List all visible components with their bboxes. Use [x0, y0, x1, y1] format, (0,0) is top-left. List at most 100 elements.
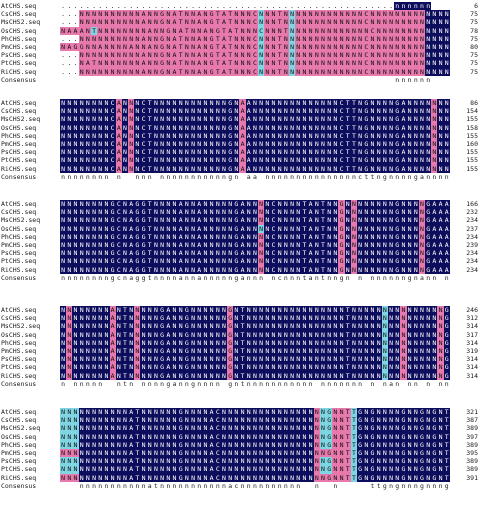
residue-cell: G [338, 257, 345, 266]
consensus-cell: n [172, 273, 177, 282]
sequence-name[interactable]: PmCHS.seq [1, 140, 37, 148]
residue-cell: G [326, 440, 333, 449]
sequence-name[interactable]: PtCHS.seq [1, 59, 37, 68]
sequence-name[interactable]: PtCHS.seq [1, 465, 37, 474]
sequence-name[interactable]: AtCHS.seq [1, 200, 37, 208]
sequence-name[interactable]: PmCHS.seq [1, 449, 37, 457]
residue-cell: N [307, 416, 314, 425]
sequence-name[interactable]: AtCHS.seq [1, 2, 37, 10]
sequence-name[interactable]: RiCHS.seq [1, 371, 37, 380]
residue-cell: N [301, 432, 308, 441]
consensus-cell: n [98, 481, 103, 490]
residue-cell: N [220, 416, 228, 425]
residue-cell: N [270, 473, 277, 482]
residue-cell: N [264, 224, 271, 233]
residue-cell: N [387, 67, 395, 76]
sequence-name[interactable]: OsCHS.seq [1, 330, 37, 339]
residue-cell: N [350, 10, 357, 19]
sequence-name[interactable]: OsCHS.seq [1, 224, 37, 233]
consensus-cell: n [401, 481, 406, 490]
sequence-name[interactable]: CsCHS.seq [1, 107, 37, 116]
consensus-cell: g [135, 273, 140, 282]
sequence-name[interactable]: PtCHS.seq [1, 257, 37, 266]
residue-cell: N [412, 216, 419, 225]
sequence-name[interactable]: CsCHS.seq [1, 10, 37, 19]
residue-cell: N [251, 330, 258, 339]
sequence-name[interactable]: PhCHS.seq [1, 440, 37, 449]
sequence-row: MsCHS2.seq N N N N N N N N N N N A T N N N N N N G N N N N A C N N N N… [0, 424, 480, 433]
sequence-name[interactable]: PhCHS.seq [1, 338, 37, 347]
residue-cell: N [109, 432, 116, 441]
sequence-name[interactable]: PsCHS.seq [1, 457, 37, 466]
residue-cell: N [258, 115, 265, 124]
sequence-name[interactable]: AtCHS.seq [1, 408, 37, 416]
sequence-name[interactable]: PhCHS.seq [1, 232, 37, 241]
residue-cell: N [363, 457, 370, 466]
sequence-name[interactable]: CsCHS.seq [1, 416, 37, 425]
sequence-name[interactable]: MsCHS2.seq [1, 18, 41, 27]
residue-cell: N [78, 249, 85, 258]
residue-cell: N [109, 10, 116, 19]
residue-cell: N [90, 115, 98, 124]
residue-cell: N [307, 148, 314, 157]
residue-cell: . [73, 2, 78, 10]
sequence-name[interactable]: RiCHS.seq [1, 473, 37, 482]
sequence-name[interactable]: CsCHS.seq [1, 208, 37, 217]
residue-cell: T [227, 18, 234, 27]
residue-cell: A [431, 208, 438, 217]
residue-cell: N [196, 449, 203, 458]
sequence-name[interactable]: PsCHS.seq [1, 51, 37, 60]
sequence-name[interactable]: PhCHS.seq [1, 131, 37, 140]
residue-cell: N [406, 432, 413, 441]
sequence-name[interactable]: PmCHS.seq [1, 347, 37, 355]
residue-cell: N [369, 257, 376, 266]
sequence-name[interactable]: PsCHS.seq [1, 355, 37, 364]
residue-cell: C [140, 156, 147, 165]
sequence-name[interactable]: RiCHS.seq [1, 164, 37, 173]
sequence-name[interactable]: PsCHS.seq [1, 249, 37, 258]
residue-cell: N [418, 34, 426, 43]
sequence-name[interactable]: PsCHS.seq [1, 148, 37, 157]
sequence-name[interactable]: CsCHS.seq [1, 314, 37, 323]
sequence-name[interactable]: MsCHS2.seq [1, 216, 41, 225]
residue-cell: N [363, 306, 370, 315]
residue-cell: T [121, 322, 129, 331]
sequence-name[interactable]: RiCHS.seq [1, 67, 37, 76]
residue-cell: N [152, 249, 159, 258]
sequence-name[interactable]: MsCHS2.seq [1, 424, 41, 433]
sequence-name[interactable]: MsCHS2.seq [1, 322, 41, 331]
residue-cell: N [183, 115, 190, 124]
residue-cell: N [288, 10, 296, 19]
residue-cell: N [332, 107, 339, 116]
sequence-name[interactable]: PmCHS.seq [1, 241, 37, 249]
residue-cell: N [165, 265, 172, 274]
sequence-name[interactable]: OsCHS.seq [1, 123, 37, 132]
sequence-name[interactable]: PtCHS.seq [1, 363, 37, 372]
residue-cell: N [387, 200, 395, 209]
sequence-name[interactable]: PhCHS.seq [1, 34, 37, 43]
sequence-name[interactable]: AtCHS.seq [1, 99, 37, 107]
sequence-name[interactable]: PtCHS.seq [1, 156, 37, 165]
residue-cell: N [189, 224, 197, 233]
residue-cell: N [270, 140, 277, 149]
residue-cell: T [344, 115, 351, 124]
residue-cell: N [381, 51, 388, 60]
residue-cell: N [245, 338, 252, 347]
end-position: 234 [466, 249, 478, 258]
sequence-name[interactable]: MsCHS2.seq [1, 115, 41, 124]
sequence-name[interactable]: RiCHS.seq [1, 265, 37, 274]
sequence-name[interactable]: AtCHS.seq [1, 306, 37, 314]
residue-cell: N [165, 115, 172, 124]
residue-cell: N [103, 322, 110, 331]
residue-cell: N [202, 131, 209, 140]
sequence-name[interactable]: OsCHS.seq [1, 26, 37, 35]
residue-cell: N [152, 59, 159, 68]
residue-cell: N [375, 115, 382, 124]
sequence-name[interactable]: OsCHS.seq [1, 432, 37, 441]
residue-cell: N [146, 18, 153, 27]
sequence-name[interactable]: PmCHS.seq [1, 43, 37, 51]
residue-cell: N [307, 473, 314, 482]
residue-cell: G [338, 249, 345, 258]
residue-cell: N [381, 424, 388, 433]
residue-cell: N [307, 432, 314, 441]
